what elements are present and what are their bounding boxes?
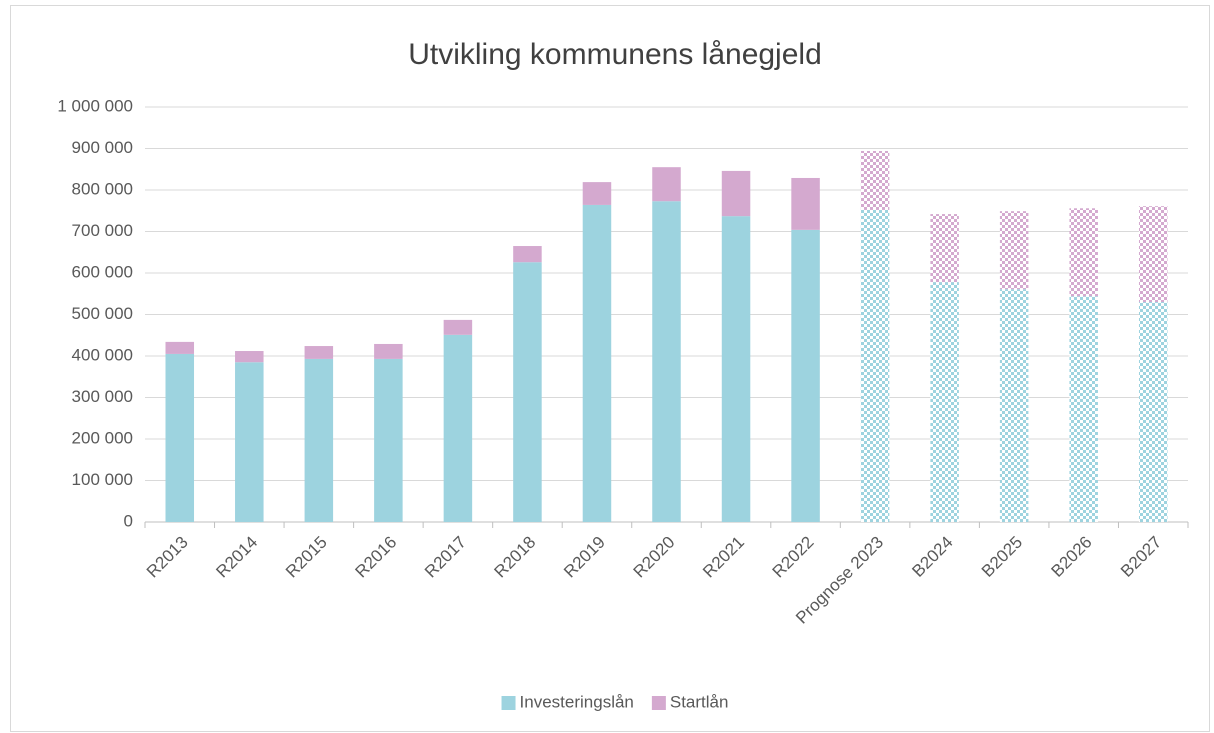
bar-segment — [721, 170, 751, 217]
y-tick-label: 200 000 — [72, 428, 133, 447]
legend-swatch — [651, 696, 666, 710]
bar-segment — [235, 362, 264, 522]
y-tick-label: 400 000 — [72, 345, 133, 364]
y-tick-label: 500 000 — [72, 304, 133, 323]
y-tick-label: 800 000 — [72, 179, 133, 198]
bar-segment — [652, 167, 681, 202]
bar-segment — [374, 343, 403, 359]
bar-segment — [304, 346, 334, 359]
y-tick-label: 1 000 000 — [57, 96, 133, 115]
chart-title: Utvikling kommunens lånegjeld — [408, 38, 822, 71]
bar-segment — [374, 358, 403, 522]
y-tick-label: 600 000 — [72, 262, 133, 281]
legend-label: Startlån — [670, 692, 729, 711]
bar-segment — [930, 214, 959, 283]
y-tick-label: 700 000 — [72, 221, 133, 240]
bar-segment — [513, 246, 542, 263]
y-tick-label: 300 000 — [72, 387, 133, 406]
bar-segment — [304, 358, 334, 522]
y-tick-label: 0 — [124, 511, 133, 530]
bar-segment — [791, 177, 820, 230]
bar-segment — [1138, 302, 1168, 522]
bar-segment — [1069, 296, 1098, 522]
bar-segment — [443, 334, 473, 522]
bar-segment — [860, 150, 890, 210]
bar-segment — [235, 351, 264, 363]
bar-segment — [860, 209, 890, 523]
y-tick-label: 900 000 — [72, 138, 133, 157]
bar-segment — [582, 182, 612, 205]
bar-segment — [513, 262, 542, 522]
bar-segment — [652, 201, 681, 522]
y-tick-label: 100 000 — [72, 470, 133, 489]
bar-segment — [930, 282, 959, 522]
bar-segment — [165, 341, 195, 354]
legend-swatch — [501, 696, 516, 710]
legend-label: Investeringslån — [520, 692, 634, 711]
bar-segment — [999, 211, 1029, 290]
bar-segment — [443, 319, 473, 335]
bar-segment — [1138, 206, 1168, 303]
bar-segment — [582, 204, 612, 522]
bar-segment — [721, 216, 751, 522]
legend: Investeringslån Startlån — [501, 692, 729, 711]
bar-segment — [165, 353, 195, 522]
bar-segment — [999, 289, 1029, 522]
bar-segment — [791, 229, 820, 522]
bar-segment — [1069, 208, 1098, 297]
